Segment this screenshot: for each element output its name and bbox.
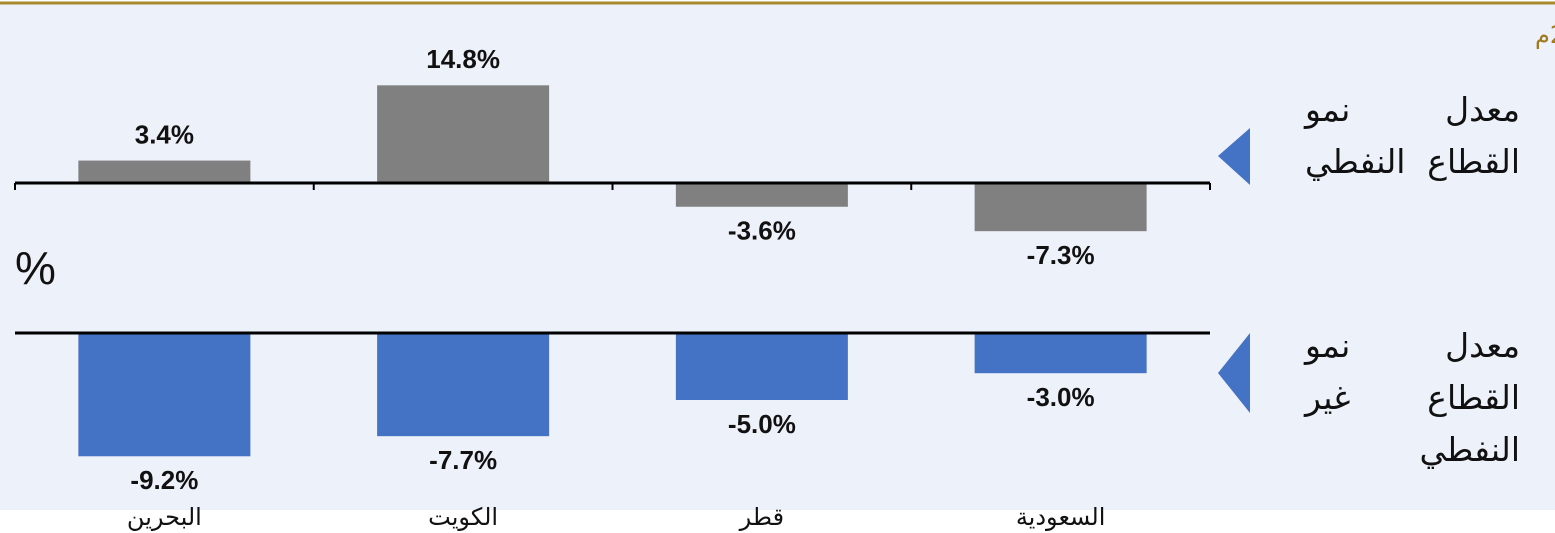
bar — [377, 333, 550, 437]
value-label: -9.2% — [130, 465, 198, 495]
x-tick-label: الكويت — [428, 503, 498, 531]
y-label: % — [15, 242, 56, 294]
value-label: 14.8% — [426, 44, 500, 74]
pointer — [1218, 128, 1250, 185]
bar — [78, 160, 251, 183]
value-label: -7.3% — [1027, 240, 1095, 270]
bar — [675, 183, 848, 207]
bar — [377, 85, 550, 183]
bar — [974, 183, 1147, 232]
series-label: معدل نمو القطاع غير النفطي — [1305, 326, 1520, 469]
series-label: معدل نمو القطاع النفطي — [1305, 90, 1520, 181]
x-tick-label: قطر — [739, 503, 784, 531]
pointer — [1218, 333, 1250, 413]
value-label: -5.0% — [728, 409, 796, 439]
value-label: -3.6% — [728, 216, 796, 246]
value-label: -3.0% — [1027, 382, 1095, 412]
chart-title: مقارنة بالربع الثالث 2019م — [1535, 21, 1555, 49]
x-tick-label: البحرين — [127, 503, 202, 531]
bar — [974, 333, 1147, 374]
bar — [675, 333, 848, 400]
x-tick-label: السعودية — [1016, 503, 1106, 531]
value-label: 3.4% — [135, 119, 194, 149]
background — [0, 4, 1555, 510]
bar — [78, 333, 251, 457]
value-label: -7.7% — [429, 445, 497, 475]
